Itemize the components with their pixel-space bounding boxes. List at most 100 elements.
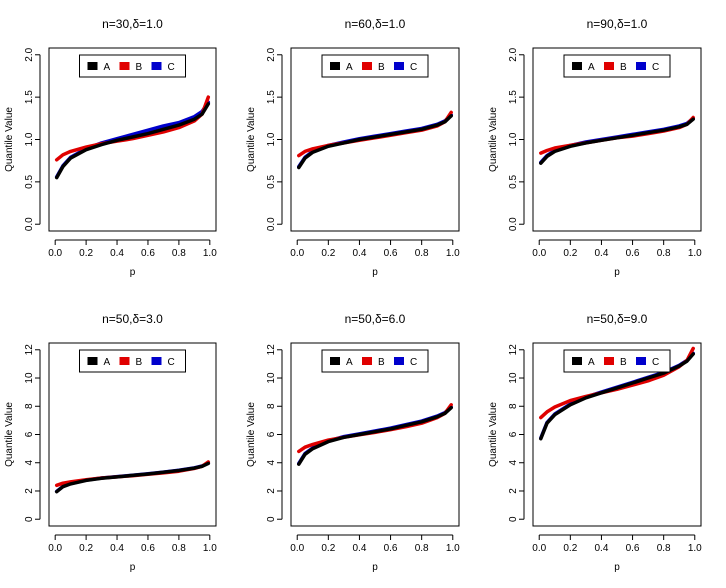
legend-swatch-C [151,62,162,70]
legend-swatch-C [636,62,646,70]
legend-label-B: B [378,62,385,73]
y-tick-label: 0.0 [24,217,35,231]
x-axis-label: p [614,267,620,278]
plot-frame [290,47,460,232]
legend-box [321,349,429,373]
legend: A B C [321,349,429,373]
legend-label-A: A [588,357,595,368]
legend-box [321,54,429,78]
plot-frame [532,47,702,232]
legend: A B C [563,54,671,78]
legend-swatch-A [330,62,340,70]
x-tick-label: 0.6 [626,543,640,554]
y-tick-label: 1.5 [24,90,35,104]
y-tick-label: 4 [266,460,277,466]
legend-swatch-A [572,357,582,365]
legend-swatch-B [604,357,614,365]
series-line-C [297,113,453,169]
series-line-C [297,405,453,466]
y-axis-label: Quantile Value [4,402,15,467]
legend-swatch-A [87,357,98,365]
legend-label-B: B [620,62,627,73]
y-axis-label: Quantile Value [488,107,499,172]
y-tick-label: 6 [508,431,519,437]
legend-label-C: C [168,62,175,73]
legend-swatch-A [87,62,98,70]
x-tick-label: 0.4 [352,543,366,554]
x-tick-label: 0.8 [172,543,186,554]
y-tick-label: 10 [24,372,35,384]
y-tick-label: 0.5 [24,174,35,188]
legend: A B C [563,349,671,373]
legend-swatch-B [362,62,372,70]
legend-swatch-C [394,357,404,365]
x-tick-label: 1.0 [446,543,460,554]
x-tick-label: 0.4 [594,248,608,259]
y-tick-label: 2.0 [266,47,277,61]
x-tick-label: 0.2 [321,543,335,554]
legend-swatch-B [119,357,130,365]
y-tick-label: 1.0 [508,132,519,146]
legend-box [79,54,186,78]
x-tick-label: 0.0 [532,543,546,554]
chart-panel-3: n=90,δ=1.0 0.0 0.2 0.4 0.6 0.8 1.0 p 0.0 0.5 1.0 1.… [488,17,702,278]
legend-label-C: C [410,357,417,368]
x-tick-label: 0.8 [415,543,429,554]
series-line-A [539,117,695,165]
y-tick-label: 6 [266,431,277,437]
legend-label-C: C [168,357,175,368]
y-tick-label: 0 [266,516,277,522]
chart-panel-2: n=60,δ=1.0 0.0 0.2 0.4 0.6 0.8 1.0 p 0.0 0.5 1.0 1.… [246,17,460,278]
y-tick-label: 8 [266,403,277,409]
plot-frame [48,342,217,527]
chart-title: n=60,δ=1.0 [345,17,406,31]
x-tick-label: 1.0 [688,248,702,259]
x-tick-label: 0.6 [141,543,155,554]
x-tick-label: 0.4 [594,543,608,554]
x-tick-label: 0.4 [110,543,124,554]
legend-label-C: C [410,62,417,73]
legend-box [563,54,671,78]
legend: A B C [321,54,429,78]
x-tick-label: 1.0 [688,543,702,554]
y-tick-label: 0 [24,516,35,522]
legend-label-B: B [378,357,385,368]
legend-label-B: B [136,357,143,368]
y-tick-label: 1.0 [24,132,35,146]
x-tick-label: 0.0 [48,543,62,554]
x-axis-label: p [372,562,378,573]
y-axis-label: Quantile Value [4,107,15,172]
chart-panel-1: n=30,δ=1.0 0.0 0.2 0.4 0.6 0.8 1.0 p 0.0 0.5 1.0 1.… [4,17,217,278]
x-tick-label: 0.0 [290,543,304,554]
x-tick-label: 0.2 [79,248,93,259]
y-tick-label: 12 [508,344,519,356]
x-tick-label: 0.0 [48,248,62,259]
series-line-A [297,405,453,466]
y-tick-label: 8 [24,403,35,409]
legend-label-A: A [104,62,111,73]
y-tick-label: 6 [24,431,35,437]
y-tick-label: 0.5 [508,174,519,188]
y-tick-label: 8 [508,403,519,409]
chart-panel-4: n=50,δ=3.0 0.0 0.2 0.4 0.6 0.8 1.0 p 0 2 4 6 8 10 12 Qu… [4,312,217,573]
y-tick-label: 2 [24,488,35,494]
x-tick-label: 0.0 [532,248,546,259]
legend-swatch-C [636,357,646,365]
y-tick-label: 10 [508,372,519,384]
series-line-A [539,352,695,441]
x-tick-label: 0.8 [657,543,671,554]
y-axis-label: Quantile Value [246,107,257,172]
x-axis-label: p [130,562,136,573]
legend-label-A: A [104,357,111,368]
x-tick-label: 0.8 [172,248,186,259]
y-tick-label: 0.0 [508,217,519,231]
y-tick-label: 4 [508,460,519,466]
x-tick-label: 0.6 [384,248,398,259]
x-tick-label: 0.2 [321,248,335,259]
y-tick-label: 1.5 [508,90,519,104]
series-line-A [54,102,211,180]
y-tick-label: 2.0 [24,47,35,61]
legend-label-B: B [136,62,143,73]
y-tick-label: 1.0 [266,132,277,146]
